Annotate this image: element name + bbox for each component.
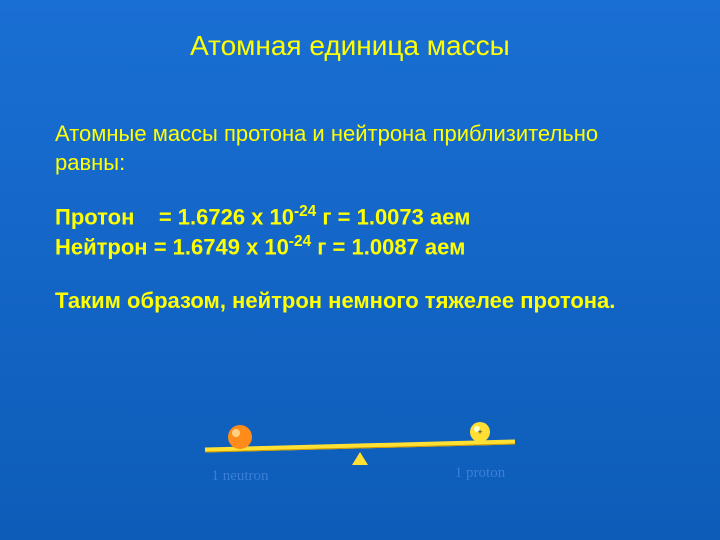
neutron-exp: -24	[289, 233, 311, 250]
proton-exp: -24	[294, 203, 316, 220]
neutron-eq1: = 1.6749 х 10	[154, 234, 289, 259]
proton-line: Протон = 1.6726 х 10-24 г = 1.0073 аем	[55, 202, 665, 232]
neutron-highlight	[232, 429, 240, 437]
neutron-diagram-label: 1 neutron	[211, 468, 269, 484]
balance-diagram: + 1 neutron 1 proton	[170, 415, 550, 495]
proton-plus-icon: +	[477, 427, 482, 437]
neutron-eq2: г = 1.0087 аем	[311, 234, 465, 259]
neutron-label: Нейтрон	[55, 234, 148, 259]
proton-eq2: г = 1.0073 аем	[316, 205, 470, 230]
proton-label: Протон	[55, 205, 134, 230]
content-block: Атомные массы протона и нейтрона приблиз…	[55, 120, 665, 316]
proton-eq1: = 1.6726 х 10	[159, 205, 294, 230]
fulcrum-icon	[352, 452, 368, 465]
page-title: Атомная единица массы	[190, 30, 510, 62]
proton-diagram-label: 1 proton	[455, 465, 506, 481]
neutron-line: Нейтрон = 1.6749 х 10-24 г = 1.0087 аем	[55, 232, 665, 262]
intro-text: Атомные массы протона и нейтрона приблиз…	[55, 120, 665, 177]
neutron-sphere	[228, 425, 252, 449]
beam-line	[205, 442, 515, 450]
conclusion-text: Таким образом, нейтрон немного тяжелее п…	[55, 287, 665, 316]
